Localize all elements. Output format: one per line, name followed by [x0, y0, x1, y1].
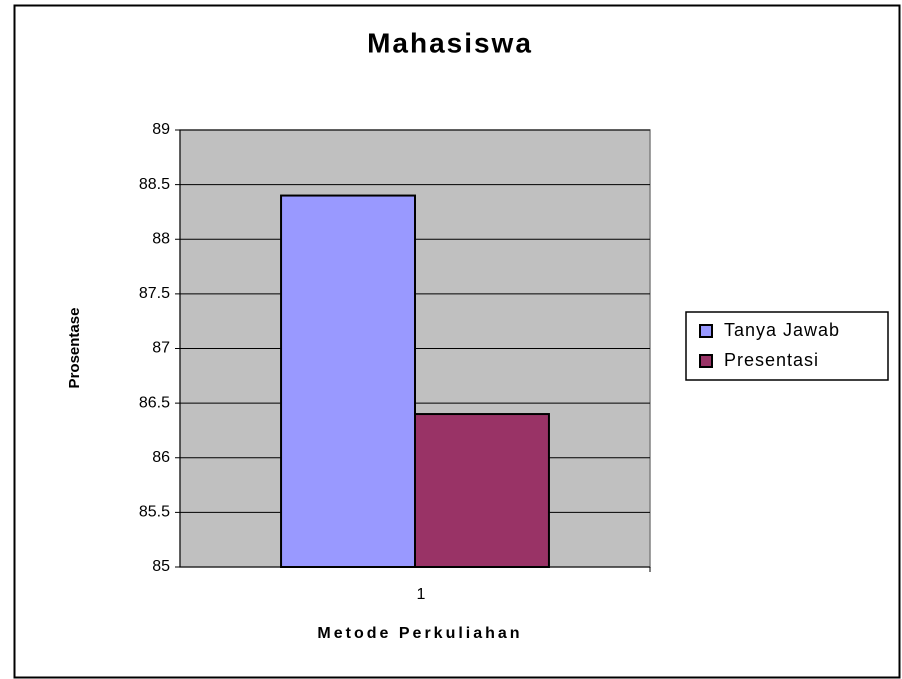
bar [280, 194, 416, 569]
y-tick-label: 87.5 [139, 285, 170, 302]
legend-label: Tanya Jawab [724, 320, 840, 340]
legend-swatch [699, 324, 713, 338]
bar [414, 413, 550, 568]
y-tick-label: 88.5 [139, 176, 170, 193]
x-tick-label: 1 [417, 586, 426, 603]
chart-title: Mahasiswa [367, 27, 533, 58]
y-tick-label: 89 [152, 121, 170, 138]
y-tick-label: 88 [152, 230, 170, 247]
y-tick-label: 86.5 [139, 394, 170, 411]
legend-label: Presentasi [724, 350, 819, 370]
y-tick-label: 85.5 [139, 504, 170, 521]
y-tick-label: 86 [152, 449, 170, 466]
y-axis-title: Prosentase [66, 308, 83, 389]
legend-swatch [699, 354, 713, 368]
x-axis-title: Metode Perkuliahan [317, 625, 522, 642]
legend-box [685, 311, 889, 381]
y-tick-label: 85 [152, 558, 170, 575]
y-tick-label: 87 [152, 340, 170, 357]
